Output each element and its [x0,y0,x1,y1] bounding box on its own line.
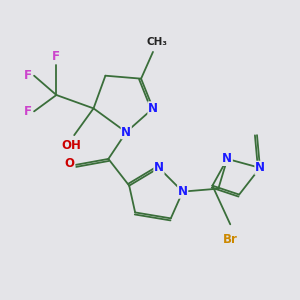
Text: N: N [148,102,158,115]
Text: N: N [178,185,188,198]
Text: F: F [24,105,32,118]
Text: Br: Br [223,233,238,246]
Text: F: F [24,69,32,82]
Text: CH₃: CH₃ [147,37,168,46]
Text: F: F [52,50,60,63]
Text: N: N [121,126,131,139]
Text: O: O [65,157,75,170]
Text: OH: OH [61,139,81,152]
Text: N: N [255,161,265,174]
Text: N: N [154,161,164,174]
Text: N: N [222,152,232,165]
